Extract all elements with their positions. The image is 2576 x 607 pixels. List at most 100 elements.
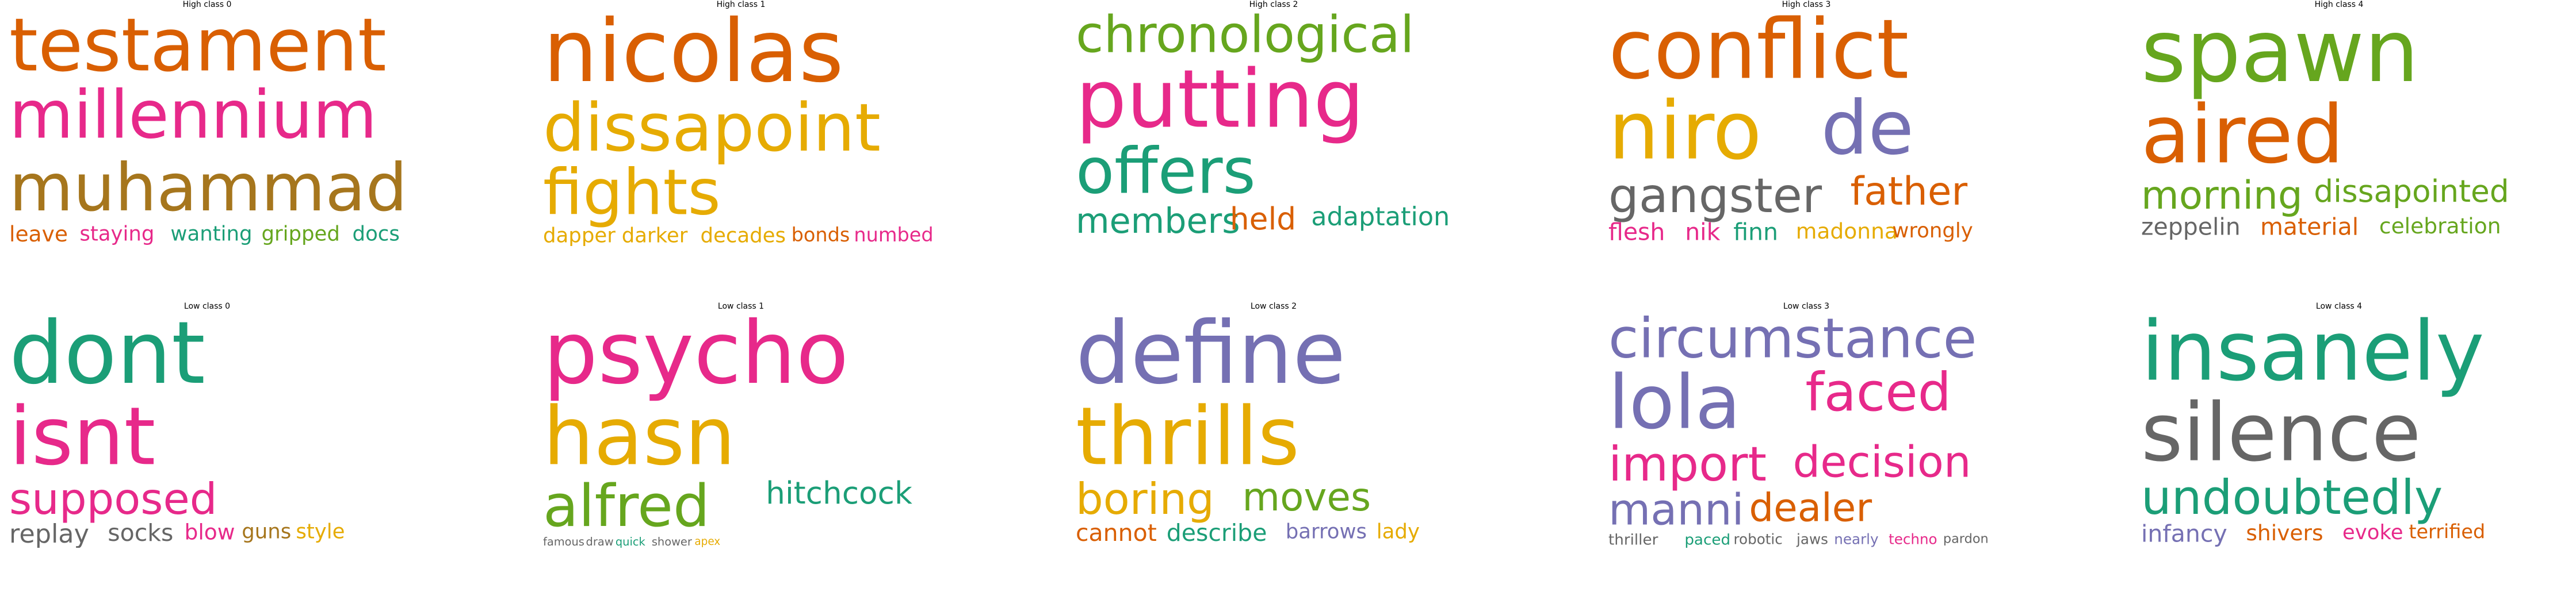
cloud-word: lady [1377,520,1420,544]
wordcloud-canvas: spawn aired morning dissapointed zeppelin mat… [2138,10,2540,246]
cloud-word: insanely [2141,312,2485,399]
cloud-word: muhammad [9,149,407,226]
cloud-word: famous [543,535,584,548]
cloud-word: dissapoint [543,90,881,167]
cloud-word: putting [1076,53,1365,146]
cloud-word: replay [9,520,89,548]
cloud-word: jaws [1796,531,1828,547]
cloud-word: madonna [1796,218,1898,244]
panel-title: Low class 0 [184,302,231,311]
cloud-word: dapper [543,224,616,246]
cloud-word: alfred [543,472,710,540]
cloud-word: morning [2141,172,2303,218]
cloud-word: blow [184,519,235,544]
cloud-word: members [1076,201,1240,241]
panel-title: High class 2 [1249,0,1298,9]
cloud-word: circumstance [1608,312,1977,370]
cloud-word: manni [1608,485,1744,535]
cloud-word: flesh [1608,218,1665,246]
wordcloud-canvas: nicolas dissapoint fights dapper darker decad… [540,10,942,246]
cloud-word: moves [1242,474,1371,520]
wordcloud-panel: High class 4 spawn aired morning dissapointe… [2138,0,2540,246]
cloud-word: techno [1889,531,1937,547]
wordcloud-canvas: insanely silence undoubtedly infancy shivers… [2138,312,2540,548]
cloud-word: held [1230,201,1296,237]
cloud-word: quick [616,535,646,548]
cloud-word: barrows [1286,520,1367,544]
cloud-word: aired [2141,88,2344,181]
panel-title: High class 0 [182,0,232,9]
cloud-word: staying [79,222,154,245]
cloud-word: shivers [2246,520,2323,545]
cloud-word: millennium [9,77,377,153]
cloud-word: define [1076,312,1346,404]
panel-title: High class 1 [716,0,766,9]
cloud-word: decades [701,224,786,246]
cloud-word: paced [1684,532,1730,548]
cloud-word: zeppelin [2141,213,2241,241]
wordcloud-canvas: dont isnt supposed replay socks blow guns style [6,312,408,548]
cloud-word: guns [242,520,291,544]
cloud-word: boring [1076,474,1214,524]
cloud-word: wrongly [1892,219,1973,243]
cloud-word: material [2260,213,2359,241]
cloud-word: niro [1608,84,1762,178]
wordcloud-panel: High class 3 conflict niro de gangster father… [1605,0,2008,246]
cloud-word: bonds [792,224,850,246]
panel-title: High class 4 [2314,0,2364,9]
cloud-word: testament [9,10,387,88]
cloud-word: nearly [1834,531,1878,547]
cloud-word: undoubtedly [2141,470,2443,525]
panel-title: Low class 4 [2315,302,2363,311]
wordcloud-canvas: testament millennium muhammad leave staying w… [6,10,408,246]
wordcloud-canvas: chronological putting offers members held ada… [1072,10,1475,246]
cloud-word: docs [353,222,400,245]
wordcloud-panel: High class 1 nicolas dissapoint fights dappe… [540,0,942,246]
cloud-word: thriller [1608,532,1658,548]
cloud-word: apex [694,536,720,548]
cloud-word: supposed [9,474,217,524]
cloud-word: style [296,520,345,544]
cloud-word: cannot [1076,519,1157,547]
cloud-word: evoke [2342,521,2403,544]
panel-title: High class 3 [1782,0,1831,9]
cloud-word: hitchcock [766,475,912,511]
cloud-word: finn [1733,218,1778,246]
panel-title: Low class 3 [1783,302,1830,311]
wordcloud-panel: Low class 2 define thrills boring moves canno… [1072,302,1475,548]
cloud-word: spawn [2141,10,2419,102]
wordcloud-panel: Low class 1 psycho hasn alfred hitchcock famo… [540,302,942,548]
cloud-word: adaptation [1311,202,1450,232]
cloud-word: gangster [1608,168,1822,224]
cloud-word: chronological [1076,10,1414,64]
cloud-word: infancy [2141,520,2227,548]
cloud-word: psycho [543,312,849,404]
wordcloud-panel: High class 2 chronological putting offers me… [1072,0,1475,246]
wordcloud-canvas: psycho hasn alfred hitchcock famous draw quick… [540,312,942,548]
cloud-word: offers [1076,135,1256,208]
cloud-word: darker [622,224,688,246]
cloud-word: draw [586,535,614,548]
cloud-word: faced [1805,362,1951,423]
cloud-word: dealer [1749,485,1872,530]
panel-title: Low class 2 [1250,302,1297,311]
cloud-word: wanting [170,222,252,245]
cloud-word: lola [1608,360,1741,446]
wordcloud-panel: Low class 3 circumstance lola faced import de… [1605,302,2008,548]
cloud-word: nicolas [543,10,844,102]
cloud-word: conflict [1608,10,1909,98]
cloud-word: nik [1685,218,1720,246]
cloud-word: isnt [9,390,155,483]
wordcloud-panel: High class 0 testament millennium muhammad l… [6,0,408,246]
wordcloud-canvas: define thrills boring moves cannot describe ba… [1072,312,1475,548]
wordcloud-panel: Low class 4 insanely silence undoubtedly inf… [2138,302,2540,548]
